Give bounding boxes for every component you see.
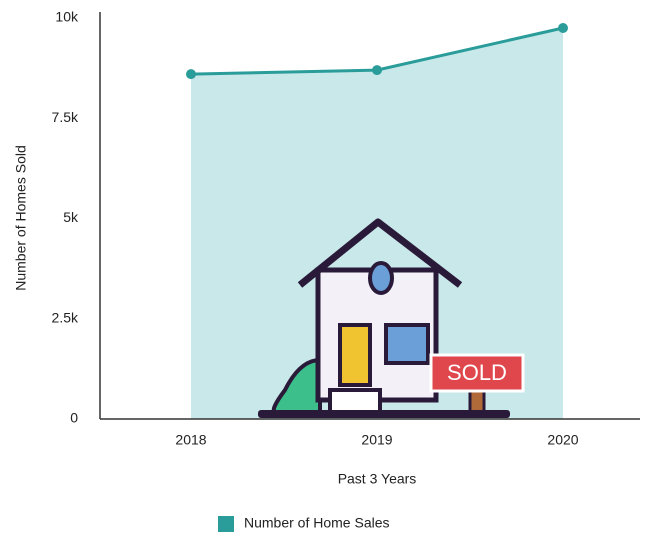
y-tick-label: 0 bbox=[70, 410, 78, 426]
x-tick-label: 2018 bbox=[175, 432, 206, 448]
roof bbox=[297, 218, 463, 288]
sold-sign bbox=[429, 353, 525, 393]
point bbox=[372, 65, 382, 76]
door bbox=[338, 323, 372, 387]
sold-text: SOLD bbox=[447, 360, 507, 385]
axes: 0 2.5k 5k 7.5k 10k 2018 2019 2020 bbox=[52, 9, 640, 448]
y-tick-label: 2.5k bbox=[52, 309, 79, 325]
steps bbox=[328, 388, 382, 414]
y-axis-title: Number of Homes Sold bbox=[13, 145, 29, 291]
ground bbox=[258, 410, 510, 418]
legend-label: Number of Home Sales bbox=[244, 515, 390, 531]
y-tick-label: 10k bbox=[55, 9, 79, 25]
x-axis-title: Past 3 Years bbox=[338, 471, 417, 487]
point bbox=[186, 69, 196, 80]
house-illustration: SOLD bbox=[258, 218, 525, 418]
x-tick-label: 2020 bbox=[547, 432, 578, 448]
y-tick-label: 7.5k bbox=[52, 109, 79, 125]
legend-swatch bbox=[218, 516, 234, 532]
round-window bbox=[368, 261, 394, 295]
y-tick-label: 5k bbox=[63, 209, 79, 225]
window bbox=[384, 323, 430, 365]
x-tick-label: 2019 bbox=[361, 432, 392, 448]
point bbox=[558, 23, 568, 34]
